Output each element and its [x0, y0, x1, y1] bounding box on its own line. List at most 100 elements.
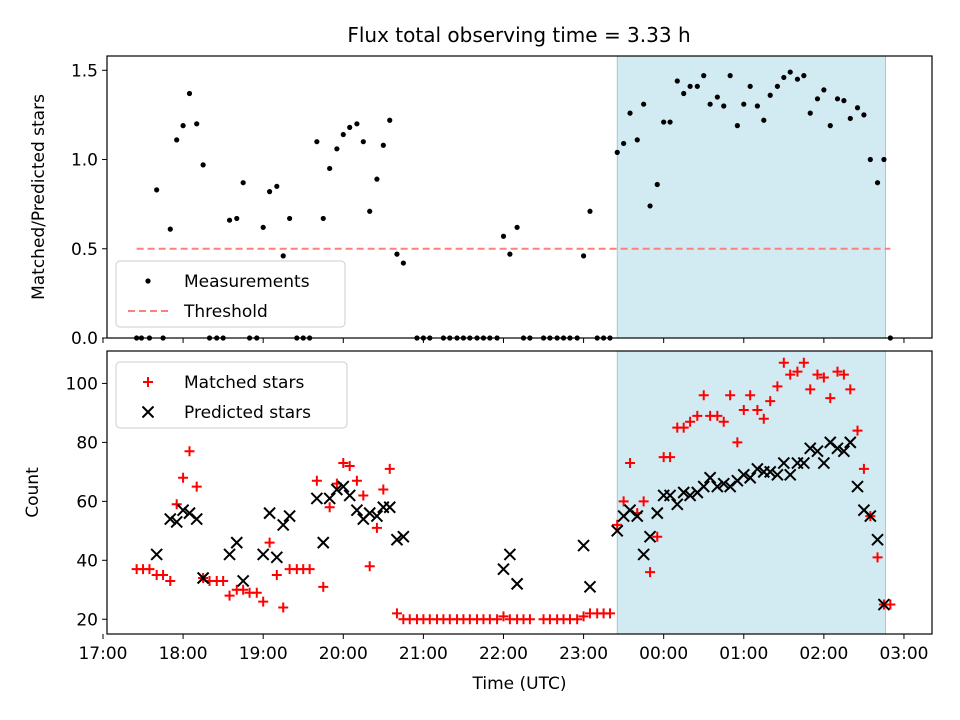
- data-point: [881, 156, 887, 163]
- data-point: [661, 119, 667, 125]
- highlight-region: [616, 55, 886, 339]
- data-point: [643, 530, 657, 543]
- data-point: [387, 117, 393, 123]
- data-point: [497, 562, 510, 576]
- data-point: [577, 539, 590, 552]
- data-point: [184, 446, 195, 457]
- y-tick-label: 1.0: [71, 151, 98, 171]
- data-point: [397, 530, 410, 543]
- data-point: [721, 103, 727, 109]
- data-point: [167, 226, 173, 232]
- data-point: [583, 580, 597, 594]
- data-point: [223, 548, 236, 561]
- data-point: [627, 110, 633, 116]
- data-point: [683, 489, 697, 502]
- data-point: [631, 509, 644, 523]
- data-point: [278, 602, 289, 613]
- x-tick-label: 01:00: [719, 644, 768, 664]
- data-point: [266, 189, 273, 195]
- data-point: [498, 611, 509, 622]
- y-axis-label: Matched/Predicted stars: [29, 94, 49, 300]
- data-point: [778, 357, 789, 368]
- data-point: [171, 499, 182, 510]
- data-point: [164, 512, 177, 526]
- data-point: [671, 498, 684, 511]
- data-point: [258, 596, 269, 607]
- data-point: [370, 509, 384, 523]
- data-point: [747, 83, 753, 89]
- data-point: [343, 489, 356, 502]
- data-point: [510, 577, 524, 591]
- data-point: [834, 96, 841, 102]
- data-point: [283, 509, 296, 523]
- data-point: [200, 162, 206, 168]
- data-point: [251, 587, 262, 598]
- data-point: [861, 112, 867, 118]
- legend-label: Measurements: [184, 272, 310, 292]
- data-point: [154, 187, 160, 193]
- data-point: [694, 83, 700, 89]
- data-point: [864, 509, 877, 523]
- data-point: [500, 233, 507, 239]
- data-point: [224, 590, 235, 601]
- data-point: [743, 471, 757, 484]
- data-point: [311, 475, 322, 486]
- data-point: [678, 422, 689, 433]
- data-point: [771, 468, 784, 482]
- data-point: [264, 537, 275, 548]
- data-point: [384, 463, 395, 474]
- data-point: [807, 110, 813, 116]
- data-point: [797, 456, 811, 470]
- series-predicted-stars: [150, 436, 891, 611]
- data-point: [176, 503, 190, 517]
- data-point: [821, 87, 827, 93]
- data-point: [350, 503, 364, 517]
- data-point: [503, 548, 517, 561]
- data-point: [236, 574, 250, 588]
- data-point: [621, 140, 627, 147]
- data-point: [712, 410, 723, 421]
- plot-frame: [106, 55, 933, 339]
- data-point: [330, 483, 344, 496]
- data-point: [347, 124, 353, 130]
- data-point: [697, 480, 710, 493]
- data-point: [734, 123, 740, 129]
- data-point: [811, 445, 824, 458]
- data-point: [761, 117, 767, 123]
- data-point: [854, 105, 861, 111]
- data-point: [871, 533, 884, 546]
- data-point: [572, 614, 583, 625]
- data-point: [652, 531, 663, 542]
- data-point: [338, 458, 349, 469]
- data-point: [877, 598, 891, 611]
- data-point: [391, 608, 402, 619]
- data-point: [310, 492, 324, 505]
- data-point: [845, 384, 856, 395]
- legend-swatch: [141, 405, 155, 419]
- data-point: [717, 477, 730, 490]
- data-point: [692, 410, 703, 421]
- data-point: [772, 381, 783, 392]
- data-point: [324, 502, 335, 513]
- data-point: [707, 101, 713, 107]
- data-point: [651, 506, 664, 520]
- data-point: [718, 416, 729, 427]
- data-point: [400, 260, 406, 266]
- data-point: [637, 548, 650, 561]
- data-point: [323, 492, 336, 505]
- data-point: [665, 452, 676, 463]
- y-tick-label: 0.0: [71, 329, 98, 349]
- data-point: [804, 442, 817, 455]
- chart-title: Flux total observing time = 3.33 h: [347, 23, 690, 47]
- data-point: [364, 561, 375, 572]
- data-point: [751, 462, 764, 476]
- data-point: [337, 480, 350, 493]
- data-point: [641, 101, 647, 107]
- data-point: [378, 484, 389, 495]
- y-tick-label: 1.5: [71, 61, 98, 81]
- data-point: [277, 518, 290, 532]
- y-axis-label: Count: [23, 467, 43, 518]
- data-point: [645, 567, 656, 578]
- data-point: [240, 180, 246, 186]
- data-point: [383, 501, 396, 514]
